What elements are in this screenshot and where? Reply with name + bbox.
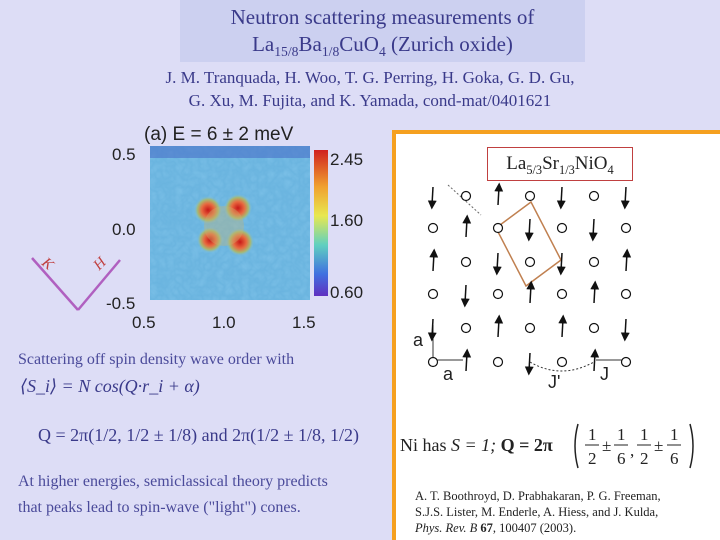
spin-down-arrow [620, 186, 630, 210]
label-a-vertical: a [413, 330, 424, 350]
spin-down-arrow [556, 252, 566, 276]
title-line-1: Neutron scattering measurements of [230, 5, 535, 29]
peak [194, 196, 222, 224]
spin-up-arrow [622, 248, 632, 272]
body-line-3: that peaks lead to spin-wave ("light") c… [18, 499, 301, 516]
oxygen-site [620, 288, 632, 300]
q-term: , [630, 441, 634, 460]
spin-lattice-diagram [427, 182, 632, 376]
spin-up-arrow [462, 214, 472, 238]
spin-down-arrow [588, 218, 598, 242]
q-term: 1 [670, 425, 679, 444]
spin-down-arrow [492, 252, 502, 276]
colorbar-tick: 2.45 [330, 150, 364, 169]
q-term: 1 [640, 425, 649, 444]
spin-down-arrow [620, 318, 630, 342]
reciprocal-axes [31, 257, 121, 311]
oxygen-site [460, 322, 472, 334]
spin-down-arrow [556, 186, 566, 210]
x-tick: 0.5 [132, 313, 156, 332]
formula-q: Q = 2π(1/2, 1/2 ± 1/8) and 2π(1/2 ± 1/8,… [38, 425, 360, 445]
q-term: 1 [588, 425, 597, 444]
q-term: 1 [617, 425, 626, 444]
oxygen-site [492, 356, 504, 368]
spin-down-arrow [427, 186, 437, 210]
peak [197, 227, 223, 253]
authors: J. M. Tranquada, H. Woo, T. G. Perring, … [165, 68, 575, 110]
reference: A. T. Boothroyd, D. Prabhakaran, P. G. F… [415, 489, 661, 535]
q-term: 6 [670, 449, 679, 468]
q-term: 2 [588, 449, 597, 468]
peak [204, 206, 244, 246]
spin-up-arrow [494, 182, 504, 206]
oxygen-site [620, 356, 632, 368]
plot-title: (a) E = 6 ± 2 meV [144, 124, 294, 145]
peak [226, 228, 254, 256]
q-term: ± [602, 436, 611, 455]
y-tick: -0.5 [106, 294, 136, 313]
peak [224, 194, 252, 222]
oxygen-site [556, 356, 568, 368]
x-tick: 1.5 [292, 313, 316, 332]
spin-down-arrow [427, 318, 437, 342]
x-tick: 1.0 [212, 313, 236, 332]
colorbar-tick: 1.60 [330, 211, 364, 230]
oxygen-site [427, 288, 439, 300]
title-band [180, 0, 585, 62]
colorbar-tick: 0.60 [330, 283, 364, 302]
oxygen-site [524, 256, 536, 268]
label-j-prime: J' [548, 372, 561, 392]
spin-up-arrow [494, 314, 504, 338]
oxygen-site [524, 322, 536, 334]
q-vector-fraction: 1 2 ± 1 6 , 1 2 ± 1 6 [574, 423, 694, 469]
slide-title: Neutron scattering measurements of La15/… [180, 4, 585, 65]
oxygen-site [588, 190, 600, 202]
colorbar [314, 150, 328, 296]
spin-up-arrow [590, 348, 600, 372]
y-tick: 0.5 [112, 145, 136, 164]
nickelate-panel [392, 130, 720, 540]
label-a-horizontal: a [443, 364, 454, 384]
ni-spin-statement: Ni has S = 1; Q = 2π [400, 435, 553, 455]
spin-down-arrow [524, 218, 534, 242]
oxygen-site [460, 256, 472, 268]
nickelate-formula: La5/3Sr1/3NiO4 [487, 147, 633, 181]
label-j: J [600, 364, 609, 384]
spin-up-arrow [462, 348, 472, 372]
body-line-1: Scattering off spin density wave order w… [18, 351, 295, 368]
oxygen-site [556, 288, 568, 300]
oxygen-site [427, 356, 439, 368]
oxygen-site [492, 288, 504, 300]
oxygen-site [427, 222, 439, 234]
spin-up-arrow [429, 248, 439, 272]
oxygen-site [492, 222, 504, 234]
body-line-2: At higher energies, semiclassical theory… [18, 473, 328, 490]
intensity-map [150, 146, 310, 300]
title-line-2: La15/8Ba1/8CuO4 (Zurich oxide) [252, 32, 513, 60]
oxygen-site [556, 222, 568, 234]
spin-up-arrow [590, 280, 600, 304]
formula-sdw: ⟨S_i⟩ = N cos(Q·r_i + α) [20, 376, 200, 396]
spin-up-arrow [526, 280, 536, 304]
spin-up-arrow [558, 314, 568, 338]
oxygen-site [588, 322, 600, 334]
oxygen-site [588, 256, 600, 268]
y-tick: 0.0 [112, 220, 136, 239]
q-term: ± [654, 436, 663, 455]
spin-down-arrow [524, 352, 534, 376]
oxygen-site [460, 190, 472, 202]
q-term: 6 [617, 449, 626, 468]
oxygen-site [620, 222, 632, 234]
oxygen-site [524, 190, 536, 202]
q-term: 2 [640, 449, 649, 468]
spin-down-arrow [460, 284, 470, 308]
